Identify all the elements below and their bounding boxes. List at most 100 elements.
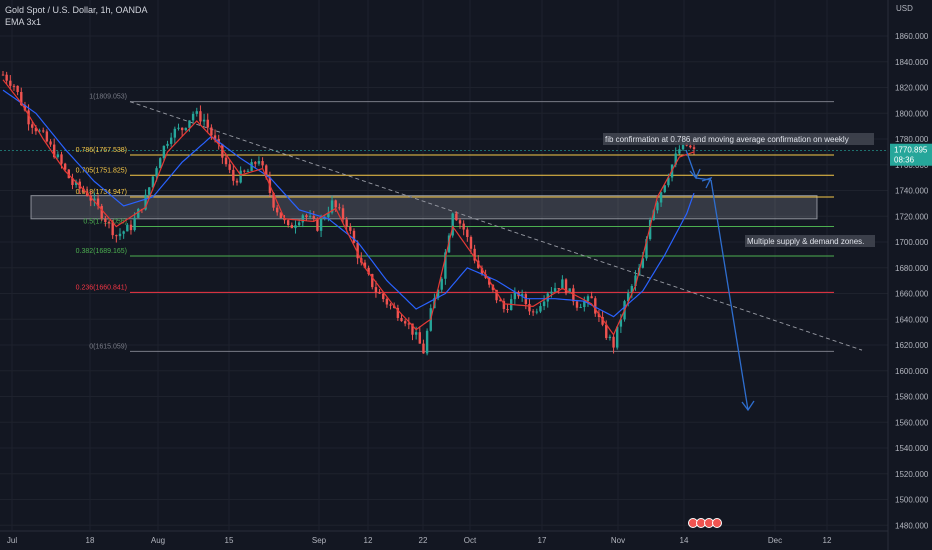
trendline[interactable] [129, 101, 863, 351]
candle-body [294, 225, 297, 229]
candle-body [93, 198, 96, 201]
candle-body [480, 268, 484, 275]
candles [1, 71, 696, 356]
candle-body [572, 288, 575, 302]
candle-body [184, 127, 188, 131]
candle-body [126, 224, 129, 232]
fib-label-0.786: 0.786(1767.538) [76, 147, 127, 154]
candle-body [422, 343, 425, 354]
candle-body [104, 218, 107, 223]
price-tick-label: 1800.000 [895, 109, 929, 118]
price-tag-value: 1770.895 [894, 146, 928, 155]
candle-body [137, 208, 140, 218]
candle-body [601, 317, 604, 325]
chart-legend: Gold Spot / U.S. Dollar, 1h, OANDA EMA 3… [5, 4, 148, 28]
zone-rectangle[interactable] [30, 195, 818, 220]
price-tag-box[interactable] [890, 143, 932, 166]
candle-body [634, 275, 637, 287]
fib-label-0.618: 0.618(1734.947) [76, 189, 127, 196]
supply-demand-zone[interactable] [30, 195, 818, 220]
candle-body [5, 74, 8, 81]
candle-body [466, 229, 469, 238]
candle-body [133, 217, 136, 231]
price-tick-label: 1680.000 [895, 264, 929, 273]
ema-indicator-label[interactable]: EMA 3x1 [5, 17, 42, 27]
candle-body [356, 242, 359, 259]
candle-body [645, 239, 648, 259]
candle-body [564, 279, 568, 294]
candle-body [210, 127, 213, 136]
candle-body [455, 213, 458, 221]
candle-body [561, 279, 564, 289]
candle-body [590, 296, 593, 299]
symbol-title[interactable]: Gold Spot / U.S. Dollar, 1h, OANDA [5, 5, 148, 15]
candle-body [63, 163, 67, 170]
candle-body [169, 137, 173, 144]
time-tick-label: Nov [611, 536, 625, 545]
price-axis[interactable]: 1860.000 1840.000 1820.000 1800.000 1780.000… [887, 0, 932, 550]
candle-body [312, 216, 315, 219]
annotation-box[interactable] [745, 235, 875, 247]
candle-body [535, 311, 538, 313]
candle-body [652, 210, 655, 220]
price-tick-label: 1600.000 [895, 367, 929, 376]
candle-body [400, 317, 403, 322]
candle-body [228, 164, 231, 170]
candle-body [667, 177, 670, 186]
candle-body [678, 149, 681, 154]
candle-body [550, 291, 553, 294]
candle-body [96, 198, 100, 206]
candle-body [553, 288, 557, 292]
price-tick-label: 1720.000 [895, 212, 929, 221]
time-axis[interactable]: Jul 18 Aug 15 Sep 12 22 Oct 17 Nov 14 Dec 12 [0, 518, 888, 546]
candle-body [74, 181, 78, 185]
price-tick-label: 1580.000 [895, 393, 929, 402]
candle-body [374, 287, 378, 293]
annotations[interactable]: fib confirmation at 0.786 and moving ave… [603, 133, 875, 247]
price-tick-label: 1860.000 [895, 32, 929, 41]
candle-body [195, 111, 198, 114]
candle-body [243, 170, 246, 172]
candle-body [60, 154, 63, 164]
candle-body [155, 168, 158, 177]
projection-arrow-long[interactable] [710, 179, 749, 411]
fibonacci-retracement[interactable]: 1(1809.053) 0.786(1767.538) 0.705(1751.825… [76, 94, 834, 352]
candle-body [499, 300, 502, 302]
candle-body [371, 274, 374, 288]
candle-body [45, 131, 49, 142]
projection-arrows[interactable] [685, 149, 755, 412]
candle-body [297, 222, 301, 226]
candle-body [272, 192, 275, 208]
candle-body [692, 147, 696, 149]
descending-trendline[interactable] [129, 101, 863, 351]
time-tick-label: 15 [225, 536, 234, 545]
price-tick-label: 1820.000 [895, 84, 929, 93]
candle-body [648, 219, 652, 240]
candle-body [513, 292, 517, 300]
candle-body [12, 85, 16, 87]
candle-body [440, 278, 443, 290]
candle-body [462, 223, 465, 230]
candle-body [235, 180, 239, 183]
candle-body [334, 200, 337, 208]
candle-body [506, 308, 509, 311]
price-tag-countdown: 08:36 [894, 156, 915, 165]
candle-body [166, 143, 169, 146]
candle-body [414, 332, 418, 335]
time-tick-label: Aug [151, 536, 165, 545]
annotation-box[interactable] [603, 133, 874, 145]
price-tick-label: 1840.000 [895, 58, 929, 67]
price-tick-label: 1540.000 [895, 444, 929, 453]
candle-body [616, 326, 619, 348]
candle-body [330, 200, 334, 213]
time-tick-label: 12 [364, 536, 373, 545]
candle-body [385, 299, 389, 305]
fib-label-0.382: 0.382(1689.165) [76, 248, 127, 255]
candle-body [473, 248, 476, 261]
price-tick-label: 1700.000 [895, 238, 929, 247]
candle-body [9, 80, 12, 86]
candle-body [224, 157, 228, 165]
economic-event-icon[interactable] [712, 518, 722, 528]
candle-body [202, 119, 206, 122]
